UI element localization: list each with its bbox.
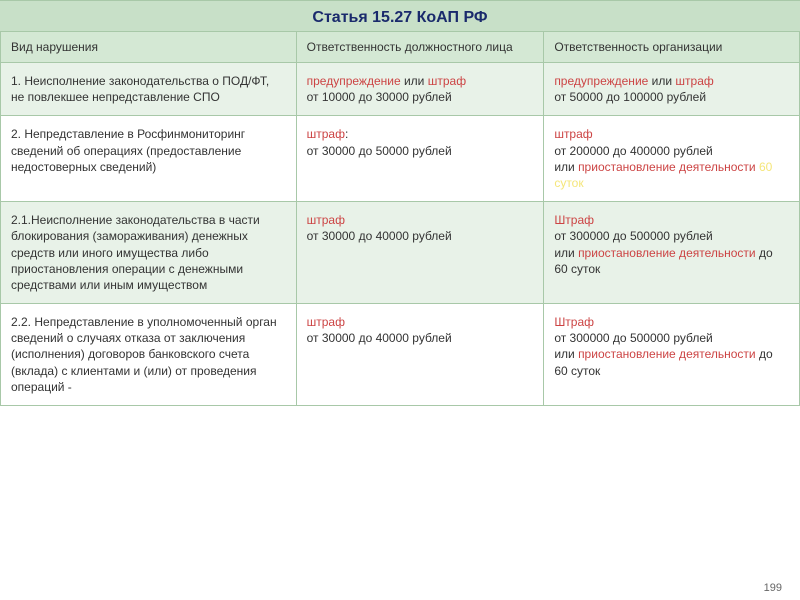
cell-org: предупреждение или штрафот 50000 до 1000… — [544, 63, 800, 116]
cell-violation: 2. Непредставление в Росфинмониторинг св… — [1, 116, 297, 202]
penalty-table: Вид нарушения Ответственность должностно… — [0, 31, 800, 406]
cell-violation: 2.1.Неисполнение законодательства в част… — [1, 202, 297, 304]
cell-official: штрафот 30000 до 40000 рублей — [296, 202, 544, 304]
page-number: 199 — [764, 582, 782, 594]
cell-org: штрафот 200000 до 400000 рублейили приос… — [544, 116, 800, 202]
cell-violation: 2.2. Непредставление в уполномоченный ор… — [1, 304, 297, 406]
cell-org: Штрафот 300000 до 500000 рублейили приос… — [544, 202, 800, 304]
page-title: Статья 15.27 КоАП РФ — [0, 0, 800, 31]
table-row: 1. Неисполнение законодательства о ПОД/Ф… — [1, 63, 800, 116]
table-row: 2.1.Неисполнение законодательства в част… — [1, 202, 800, 304]
table-row: 2.2. Непредставление в уполномоченный ор… — [1, 304, 800, 406]
cell-official: штрафот 30000 до 40000 рублей — [296, 304, 544, 406]
cell-official: предупреждение или штрафот 10000 до 3000… — [296, 63, 544, 116]
header-official: Ответственность должностного лица — [296, 32, 544, 63]
cell-official: штраф:от 30000 до 50000 рублей — [296, 116, 544, 202]
header-violation: Вид нарушения — [1, 32, 297, 63]
table-row: 2. Непредставление в Росфинмониторинг св… — [1, 116, 800, 202]
header-org: Ответственность организации — [544, 32, 800, 63]
cell-violation: 1. Неисполнение законодательства о ПОД/Ф… — [1, 63, 297, 116]
cell-org: Штрафот 300000 до 500000 рублейили приос… — [544, 304, 800, 406]
